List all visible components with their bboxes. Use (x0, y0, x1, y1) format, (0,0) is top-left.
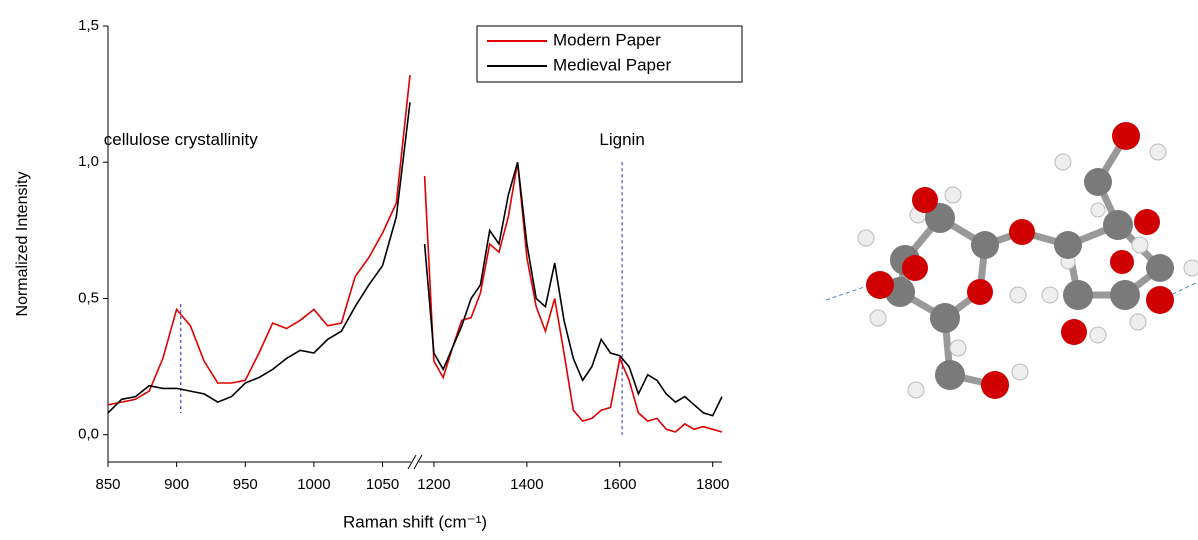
axis-break-mark (413, 454, 423, 470)
x-tick-label: 850 (95, 476, 120, 493)
y-axis-label: Normalized Intensity (14, 172, 31, 317)
axis-break-gap (411, 454, 419, 470)
annotation: cellulose crystallinity (104, 130, 258, 149)
x-tick-label: 1400 (510, 476, 543, 493)
axis-break-mark (407, 454, 417, 470)
x-tick-label: 950 (233, 476, 258, 493)
x-tick-label: 1000 (297, 476, 330, 493)
legend-label: Medieval Paper (553, 55, 671, 74)
x-tick-label: 1200 (417, 476, 450, 493)
legend-box (476, 25, 743, 83)
x-tick-label: 1050 (366, 476, 399, 493)
series-line (107, 74, 411, 406)
y-tick-label: 0,0 (78, 426, 99, 443)
series-line (107, 102, 411, 414)
series-line (423, 162, 723, 433)
annotation: Lignin (599, 130, 644, 149)
molecule (825, 122, 1198, 399)
x-tick-label: 900 (164, 476, 189, 493)
x-axis-label: Raman shift (cm⁻¹) (343, 512, 487, 531)
series-line (423, 162, 723, 417)
x-tick-label: 1800 (696, 476, 729, 493)
legend-label: Modern Paper (553, 30, 661, 49)
y-tick-label: 1,0 (78, 153, 99, 170)
y-tick-label: 0,5 (78, 289, 99, 306)
x-tick-label: 1600 (603, 476, 636, 493)
y-tick-label: 1,5 (78, 17, 99, 34)
